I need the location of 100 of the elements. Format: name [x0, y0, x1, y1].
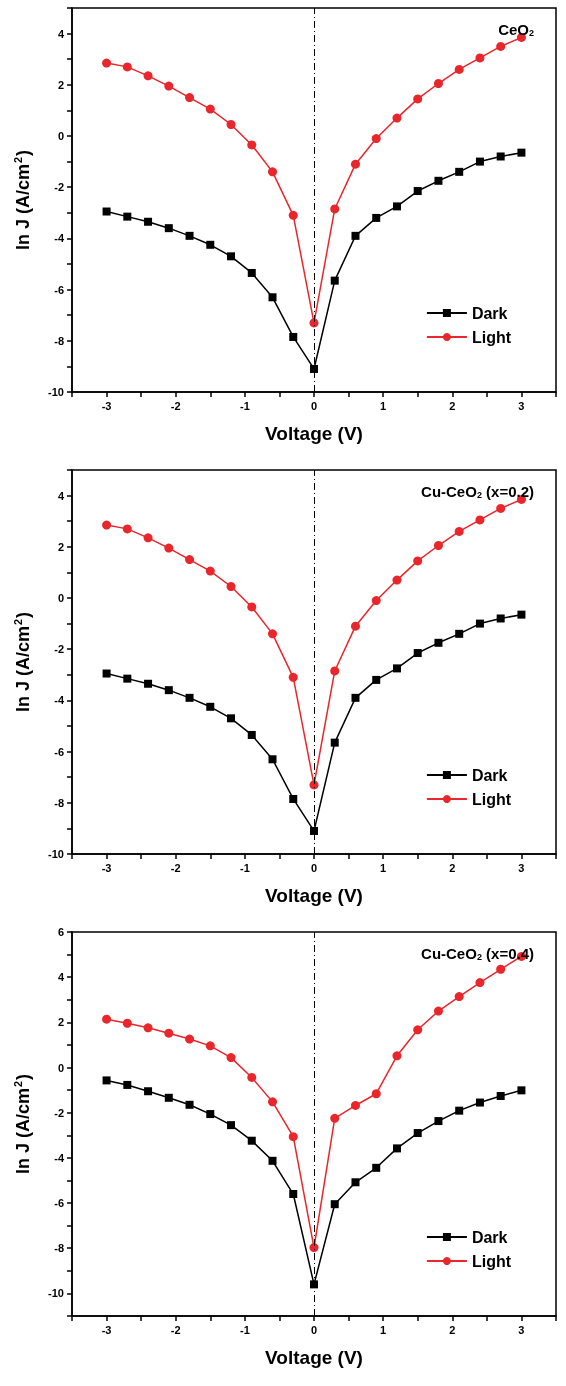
point	[392, 1051, 402, 1061]
point	[102, 58, 112, 68]
point	[122, 62, 132, 72]
legend-label: Dark	[471, 304, 508, 322]
point	[143, 533, 153, 543]
legend-label: Light	[471, 1252, 512, 1270]
point	[268, 293, 277, 302]
point	[372, 1163, 381, 1172]
y-tick-label: -8	[54, 1242, 64, 1255]
point	[247, 1136, 256, 1145]
y-tick-label: -4	[54, 232, 65, 245]
x-tick-label: 1	[380, 399, 387, 412]
point	[164, 1028, 174, 1038]
point	[164, 1093, 173, 1102]
point	[433, 1006, 443, 1016]
y-tick-label: 2	[57, 540, 64, 553]
point	[247, 730, 256, 739]
point	[330, 204, 340, 214]
point	[309, 318, 319, 328]
point	[164, 686, 173, 695]
point	[268, 755, 277, 764]
x-tick-label: 3	[518, 861, 525, 874]
point	[288, 210, 298, 220]
point	[454, 526, 464, 536]
point	[227, 714, 236, 723]
point	[496, 964, 506, 974]
point	[206, 240, 215, 249]
point	[289, 1190, 298, 1199]
point	[144, 217, 153, 226]
point	[268, 167, 278, 177]
point	[372, 213, 381, 222]
point	[392, 113, 402, 123]
point	[392, 575, 402, 585]
point	[330, 1113, 340, 1123]
x-tick-label: -1	[239, 861, 250, 874]
point	[434, 176, 443, 185]
y-tick-label: -6	[54, 1197, 64, 1210]
y-tick-label: -10	[48, 386, 64, 398]
point	[288, 672, 298, 682]
y-tick-label: 4	[57, 489, 65, 502]
point	[392, 1144, 401, 1153]
x-tick-label: -3	[101, 399, 112, 412]
point	[392, 664, 401, 673]
point	[496, 41, 506, 51]
y-tick-label: 0	[57, 130, 64, 142]
point	[496, 503, 506, 513]
point	[205, 566, 215, 576]
point	[164, 543, 174, 553]
y-tick-label: -8	[54, 796, 64, 809]
legend-label: Dark	[471, 1228, 508, 1246]
x-tick-label: -2	[170, 861, 181, 874]
point	[330, 738, 339, 747]
point	[268, 1097, 278, 1107]
point	[475, 978, 485, 988]
point	[371, 134, 381, 144]
point	[102, 669, 111, 678]
point	[102, 520, 112, 530]
point	[455, 1106, 464, 1115]
point	[206, 1110, 215, 1119]
point	[413, 649, 422, 658]
x-tick-label: 0	[310, 861, 318, 874]
y-tick-label: -4	[54, 694, 65, 707]
point	[517, 610, 526, 619]
point	[351, 231, 360, 240]
point	[371, 596, 381, 606]
point	[475, 53, 485, 63]
y-tick-label: 2	[57, 78, 64, 91]
y-tick-label: 4	[57, 971, 65, 984]
point	[205, 1041, 215, 1051]
y-axis-title: ln J (A/cm2)	[11, 611, 34, 713]
point	[351, 693, 360, 702]
x-tick-label: 2	[449, 399, 456, 412]
x-tick-label: 3	[518, 399, 525, 412]
point	[433, 79, 443, 89]
x-tick-label: 2	[449, 1323, 456, 1336]
point	[413, 94, 423, 104]
x-tick-label: 0	[310, 399, 318, 412]
point	[392, 202, 401, 211]
point	[496, 1091, 505, 1100]
y-tick-label: -4	[54, 1151, 65, 1164]
point	[475, 157, 484, 166]
point	[475, 1098, 484, 1107]
point	[247, 140, 257, 150]
y-tick-label: 2	[57, 1016, 64, 1029]
point	[434, 1117, 443, 1126]
point	[330, 1200, 339, 1209]
point	[310, 826, 318, 835]
x-tick-label: 3	[518, 1323, 525, 1336]
point	[185, 231, 194, 240]
point	[310, 364, 318, 373]
point	[247, 602, 257, 612]
point	[372, 675, 381, 684]
point	[143, 1023, 153, 1033]
point	[455, 167, 464, 176]
point	[433, 541, 443, 551]
point	[350, 159, 360, 169]
point	[289, 794, 298, 803]
y-tick-label: 4	[57, 27, 65, 40]
legend-label: Light	[471, 328, 512, 346]
point	[350, 1100, 360, 1110]
